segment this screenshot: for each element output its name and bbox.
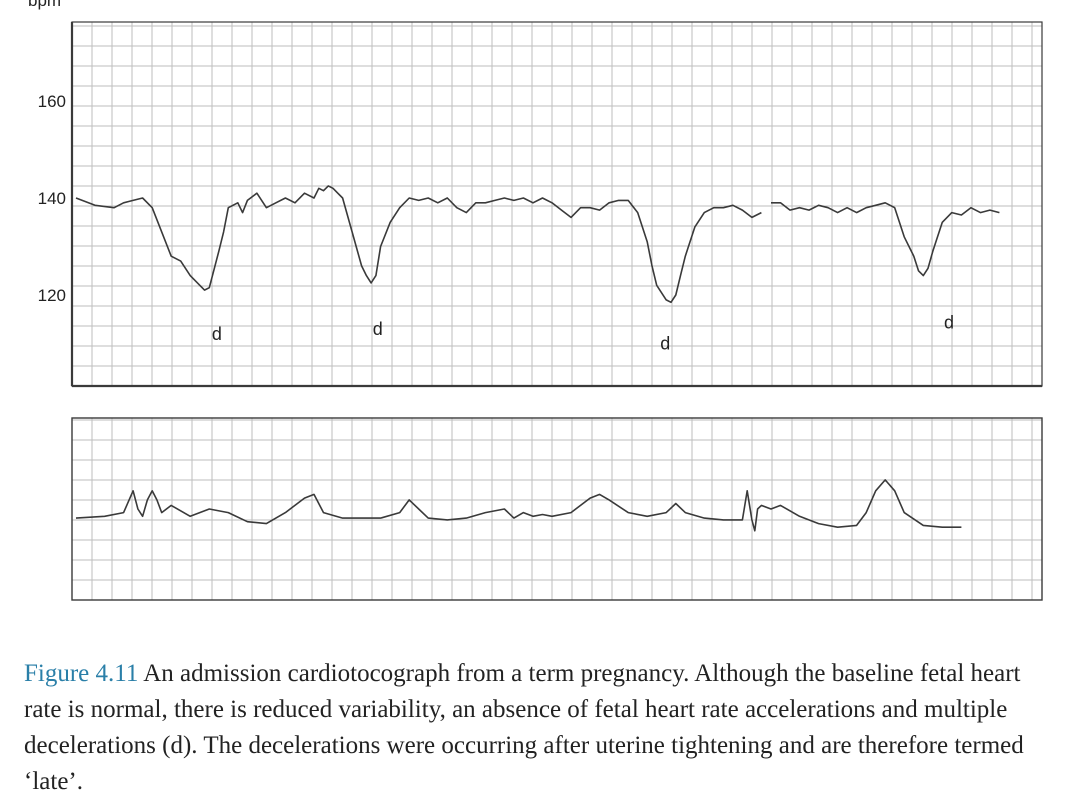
deceleration-label: d [373,319,383,339]
figure-caption: Figure 4.11 An admission cardiotocograph… [24,656,1060,800]
uterine-contraction-trace [75,479,962,532]
fhr-trace [75,185,762,304]
y-tick-label: 140 [38,189,66,208]
deceleration-label: d [212,324,222,344]
caption-text: An admission cardiotocograph from a term… [24,660,1024,795]
y-tick-label: 120 [38,286,66,305]
cardiotocograph: bpm 120 140 160 d d d d [28,0,1043,601]
fhr-trace [771,202,1000,277]
y-tick-label: 160 [38,92,66,111]
y-axis-label: bpm [28,0,61,10]
figure-label: Figure 4.11 [24,660,139,687]
toco-panel-frame [71,417,1043,601]
deceleration-label: d [944,313,954,333]
deceleration-label: d [660,334,670,354]
